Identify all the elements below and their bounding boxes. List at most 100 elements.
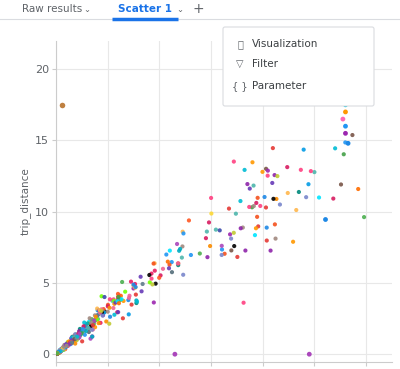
Bar [0,0,400,19]
Point [207,243,213,249]
Point [67,340,73,346]
Point [111,312,118,318]
Text: +: + [192,2,204,16]
Point [241,167,248,173]
Point [342,130,349,136]
Point [69,340,75,346]
Point [252,232,258,238]
Point [72,332,78,338]
Point [128,302,135,308]
Point [86,325,92,331]
Point [254,195,261,201]
Point [177,246,183,252]
Point [67,338,74,344]
Point [88,323,94,329]
Point [152,268,158,274]
Point [64,342,70,348]
Point [97,320,104,326]
Point [62,342,69,348]
Point [166,265,172,271]
Point [86,325,92,331]
Point [60,345,66,351]
Point [152,281,159,287]
Point [345,140,351,146]
Point [68,337,74,343]
Point [56,349,63,355]
Point [91,318,98,324]
Point [54,351,60,356]
Point [54,349,61,355]
Point [64,342,70,348]
Point [56,348,62,354]
Point [152,260,158,266]
Point [227,231,233,237]
Point [88,320,94,325]
Point [57,349,63,355]
Point [54,350,60,356]
Point [148,276,155,282]
Point [163,252,170,258]
Point [226,206,232,211]
Point [175,262,181,268]
Point [54,351,60,357]
Point [132,284,139,290]
Point [63,344,69,350]
Point [67,338,73,344]
Point [306,351,312,357]
Point [115,297,122,303]
Point [104,309,111,315]
Point [345,87,351,93]
Point [57,348,64,354]
Point [119,279,125,285]
Point [269,180,276,186]
Point [180,229,186,235]
Point [156,275,162,281]
Point [76,328,82,334]
Point [296,189,302,195]
Point [338,182,344,187]
Point [82,323,88,329]
Point [55,349,62,355]
Point [59,102,66,108]
Point [342,45,349,51]
Point [61,345,68,351]
Point [228,248,234,254]
Point [75,332,81,338]
Point [73,332,79,338]
Point [58,349,64,355]
Point [332,145,338,151]
Point [249,159,256,165]
Point [80,326,86,332]
Point [54,351,60,356]
Point [255,224,262,230]
Point [167,248,173,254]
Point [54,351,60,356]
Point [271,172,278,178]
Point [106,305,113,311]
Point [250,183,257,189]
Point [117,297,124,303]
Point [68,335,75,341]
Point [116,293,122,299]
Point [79,328,85,334]
Point [68,337,75,342]
Point [64,342,71,348]
Point [92,324,98,330]
Point [168,259,175,265]
Point [77,332,83,338]
Point [349,132,356,138]
Point [109,298,116,304]
Point [74,335,80,341]
Point [56,349,63,355]
Y-axis label: trip_distance: trip_distance [20,167,31,235]
Point [230,230,237,236]
Point [58,348,64,354]
Point [303,194,309,200]
Point [246,186,253,192]
Point [58,347,64,353]
Point [69,335,75,341]
Point [72,335,78,341]
Point [100,313,106,318]
Point [340,151,347,157]
Point [259,169,266,175]
